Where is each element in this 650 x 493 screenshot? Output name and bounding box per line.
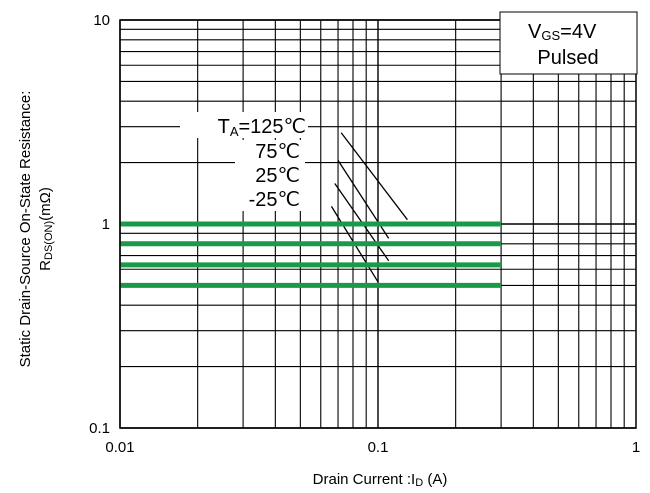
series-lines <box>120 221 502 288</box>
conditions-mode: Pulsed <box>537 47 598 69</box>
series-label-bg <box>235 140 305 164</box>
series-label-bg <box>180 112 308 138</box>
conditions-vgs: VGS=4V <box>528 21 597 43</box>
series-label-bg <box>235 187 305 211</box>
x-tick-label: 0.1 <box>368 439 389 456</box>
series-label-75c: 75℃ <box>255 141 300 163</box>
x-tick-label: 0.01 <box>105 439 134 456</box>
y-axis-label-line1: Static Drain-Source On-State Resistance: <box>17 91 34 368</box>
series-label-125c: TA=125℃ <box>218 116 306 139</box>
series-label-minus25c: -25℃ <box>249 189 300 211</box>
conditions-box <box>499 11 638 75</box>
y-axis-label-line2: RDS(ON)(mΩ) <box>37 187 55 271</box>
series-label-bg <box>235 163 305 187</box>
x-tick-label: 1 <box>632 439 640 456</box>
series-label-25c: 25℃ <box>255 165 300 187</box>
plot-frame <box>119 19 637 429</box>
y-tick-label: 0.1 <box>89 420 110 437</box>
x-axis-label: Drain Current :ID (A) <box>313 471 448 489</box>
y-axis-label: Static Drain-Source On-State Resistance:… <box>17 91 55 368</box>
y-tick-label: 10 <box>93 12 110 29</box>
tick-labels: 0.01 0.1 1 0.1 1 10 <box>89 12 640 456</box>
y-tick-label: 1 <box>102 216 110 233</box>
leader-line <box>340 132 408 221</box>
series-labels: TA=125℃ 75℃ 25℃ -25℃ <box>180 112 308 211</box>
